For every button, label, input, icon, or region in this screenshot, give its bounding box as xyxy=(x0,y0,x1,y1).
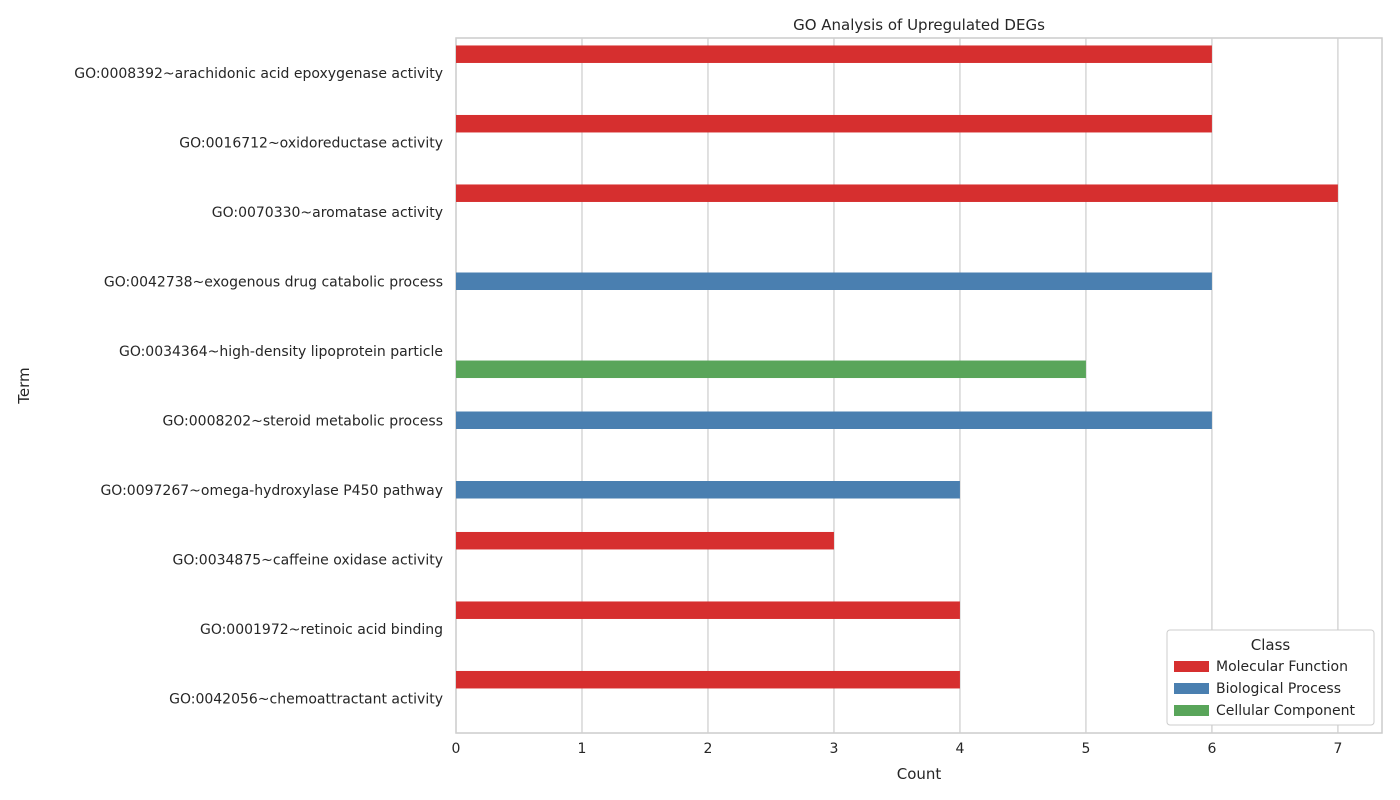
x-tick-label: 5 xyxy=(1081,741,1090,757)
y-tick-label: GO:0034875~caffeine oxidase activity xyxy=(172,552,443,568)
x-tick-label: 4 xyxy=(955,741,964,757)
bar xyxy=(456,411,1212,429)
bar xyxy=(456,531,834,550)
x-tick-label: 0 xyxy=(452,741,461,757)
bar xyxy=(456,601,960,619)
plot-area xyxy=(455,37,1383,734)
grid-lines xyxy=(455,38,1339,733)
bar xyxy=(456,360,1086,379)
bar xyxy=(456,272,1212,290)
y-tick-label: GO:0001972~retinoic acid binding xyxy=(200,622,443,638)
chart-title: GO Analysis of Upregulated DEGs xyxy=(793,16,1045,34)
bar xyxy=(456,114,1212,133)
x-axis-label: Count xyxy=(897,765,942,783)
legend-title: Class xyxy=(1251,636,1291,654)
legend: Class Molecular Function Biological Proce… xyxy=(1166,629,1375,726)
bar xyxy=(456,45,1212,63)
x-tick-label: 7 xyxy=(1333,741,1342,757)
y-tick-label: GO:0008202~steroid metabolic process xyxy=(162,413,443,429)
y-tick-label: GO:0070330~aromatase activity xyxy=(212,205,443,221)
y-tick-label: GO:0042056~chemoattractant activity xyxy=(169,691,443,707)
y-tick-labels: GO:0008392~arachidonic acid epoxygenase … xyxy=(74,66,443,708)
y-tick-label: GO:0016712~oxidoreductase activity xyxy=(179,135,443,151)
y-tick-label: GO:0008392~arachidonic acid epoxygenase … xyxy=(74,66,443,82)
legend-label: Cellular Component xyxy=(1216,703,1356,719)
x-tick-label: 2 xyxy=(704,741,713,757)
legend-swatch xyxy=(1174,683,1209,694)
x-tick-label: 3 xyxy=(829,741,838,757)
legend-swatch xyxy=(1174,661,1209,672)
x-tick-label: 6 xyxy=(1207,741,1216,757)
bar xyxy=(456,481,960,499)
legend-items: Molecular Function Biological Process Cell… xyxy=(1174,659,1356,719)
x-tick-labels: 0 1 2 3 4 5 6 7 xyxy=(452,741,1343,757)
y-axis-label: Term xyxy=(15,367,33,404)
x-tick-label: 1 xyxy=(578,741,587,757)
legend-box xyxy=(1166,629,1375,726)
y-tick-label: GO:0034364~high-density lipoprotein part… xyxy=(119,344,443,360)
legend-label: Biological Process xyxy=(1216,681,1341,697)
bar xyxy=(456,670,960,689)
legend-label: Molecular Function xyxy=(1216,659,1348,675)
y-tick-label: GO:0097267~omega-hydroxylase P450 pathwa… xyxy=(100,483,443,499)
bar xyxy=(456,184,1338,202)
legend-swatch xyxy=(1174,705,1209,716)
bars xyxy=(456,45,1338,689)
y-tick-label: GO:0042738~exogenous drug catabolic proc… xyxy=(104,274,443,290)
